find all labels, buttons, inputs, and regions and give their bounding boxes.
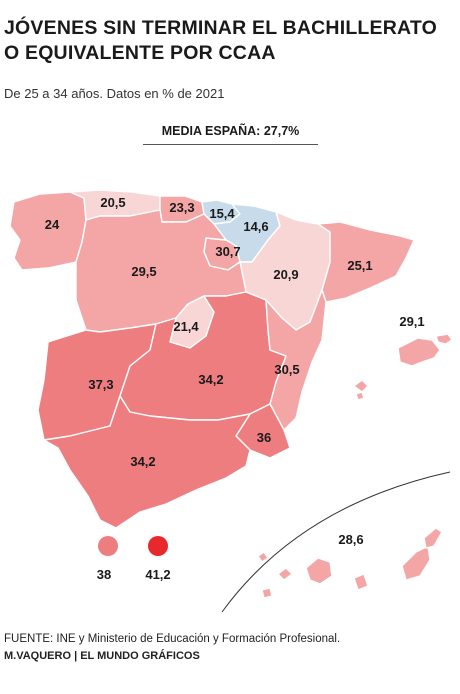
label-pais-vasco: 15,4 <box>209 206 235 221</box>
label-melilla: 41,2 <box>145 567 170 582</box>
chart-subtitle: De 25 a 34 años. Datos en % de 2021 <box>4 86 225 101</box>
source-note: FUENTE: INE y Ministerio de Educación y … <box>4 633 341 645</box>
label-asturias: 20,5 <box>100 195 125 210</box>
label-cataluna: 25,1 <box>347 258 372 273</box>
region-baleares <box>353 333 453 401</box>
label-murcia: 36 <box>257 430 271 445</box>
region-cataluna <box>317 221 415 303</box>
label-castilla-leon: 29,5 <box>131 264 156 279</box>
national-average-label: MEDIA ESPAÑA: 27,7% <box>143 124 318 145</box>
label-cantabria: 23,3 <box>169 200 194 215</box>
label-la-rioja: 30,7 <box>215 244 240 259</box>
label-valencia: 30,5 <box>274 362 299 377</box>
chart-title: JÓVENES SIN TERMINAR EL BACHILLERATO O E… <box>4 17 437 64</box>
label-aragon: 20,9 <box>273 267 298 282</box>
value-labels: 24 20,5 23,3 15,4 14,6 30,7 20,9 25,1 29… <box>45 195 425 582</box>
label-extremadura: 37,3 <box>88 377 113 392</box>
label-galicia: 24 <box>45 217 60 232</box>
region-canarias <box>257 527 443 599</box>
label-canarias: 28,6 <box>338 532 363 547</box>
label-ceuta: 38 <box>97 567 111 582</box>
label-castilla-la-mancha: 34,2 <box>198 372 223 387</box>
label-madrid: 21,4 <box>173 319 199 334</box>
label-baleares: 29,1 <box>399 314 424 329</box>
label-navarra: 14,6 <box>243 219 268 234</box>
credit-line: M.VAQUERO | EL MUNDO GRÁFICOS <box>4 650 200 662</box>
canarias-separator-curve <box>221 471 451 613</box>
region-valencia <box>265 289 327 431</box>
region-andalucia <box>43 395 251 529</box>
region-ceuta <box>98 536 118 556</box>
region-melilla <box>148 536 168 556</box>
label-andalucia: 34,2 <box>130 454 155 469</box>
